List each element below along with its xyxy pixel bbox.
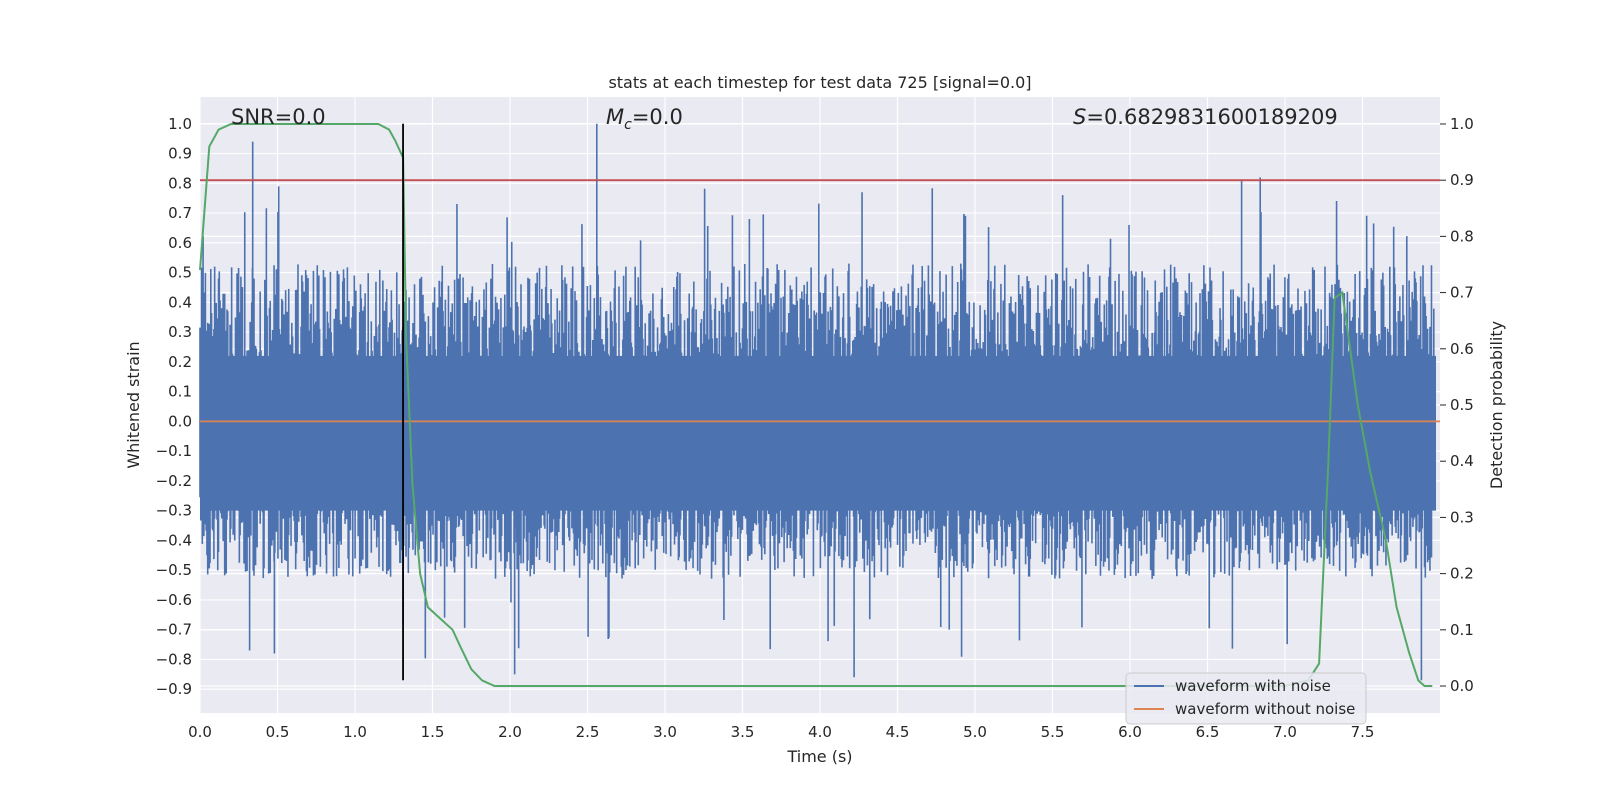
snr-annotation: SNR=0.0 — [231, 105, 326, 129]
y-tick-label: 0.8 — [168, 174, 192, 192]
axis-layer: 0.0 0.5 1.0 1.5 2.0 2.5 3.0 3.5 4.0 4.5 5.0 5.5 6.0 6… — [156, 115, 1474, 741]
y2-tick-label: 0.6 — [1450, 340, 1474, 358]
y-tick-label: −0.4 — [156, 531, 192, 549]
y-tick-label: 0.1 — [168, 383, 192, 401]
noise-waveform-band — [200, 355, 1436, 511]
y-axis-label: Whitened strain — [124, 341, 143, 468]
y-tick-label: 0.0 — [168, 412, 192, 430]
y-tick-label: 0.2 — [168, 353, 192, 371]
y2-axis-label: Detection probability — [1487, 321, 1506, 489]
y-tick-label: −0.6 — [156, 591, 192, 609]
y-tick-label: 0.5 — [168, 264, 192, 282]
y-tick-label: −0.9 — [156, 680, 192, 698]
x-tick-label: 5.0 — [963, 723, 987, 741]
y2-tick-label: 0.8 — [1450, 227, 1474, 245]
legend-label-noise: waveform with noise — [1175, 677, 1331, 695]
legend-label-clean: waveform without noise — [1175, 700, 1355, 718]
y-tick-label: −0.1 — [156, 442, 192, 460]
chirp-mass-value: =0.0 — [632, 105, 683, 129]
y-tick-label: −0.7 — [156, 621, 192, 639]
x-tick-label: 3.0 — [653, 723, 677, 741]
x-tick-label: 1.5 — [421, 723, 445, 741]
y-tick-label: 0.7 — [168, 204, 192, 222]
y2-tick-label: 0.9 — [1450, 171, 1474, 189]
y-tick-label: 0.9 — [168, 145, 192, 163]
y2-tick-label: 0.1 — [1450, 621, 1474, 639]
x-tick-label: 4.5 — [886, 723, 910, 741]
chart-title: stats at each timestep for test data 725… — [608, 73, 1031, 92]
y-tick-label: 0.4 — [168, 293, 192, 311]
score-annotation: S=0.6829831600189209 — [1073, 105, 1338, 129]
x-tick-label: 6.0 — [1118, 723, 1142, 741]
x-tick-label: 6.5 — [1196, 723, 1220, 741]
x-tick-label: 7.5 — [1351, 723, 1375, 741]
y-tick-label: 0.3 — [168, 323, 192, 341]
y-tick-label: −0.5 — [156, 561, 192, 579]
y2-tick-label: 0.3 — [1450, 508, 1474, 526]
x-tick-label: 0.0 — [188, 723, 212, 741]
y-tick-label: −0.2 — [156, 472, 192, 490]
x-tick-label: 0.5 — [266, 723, 290, 741]
chirp-mass-subscript: c — [624, 117, 632, 133]
y2-tick-label: 0.2 — [1450, 565, 1474, 583]
y2-tick-label: 0.7 — [1450, 284, 1474, 302]
score-value: =0.6829831600189209 — [1086, 105, 1337, 129]
x-tick-label: 5.5 — [1041, 723, 1065, 741]
x-tick-label: 7.0 — [1273, 723, 1297, 741]
x-tick-label: 2.5 — [576, 723, 600, 741]
detection-probability-line — [199, 123, 1433, 687]
x-tick-label: 2.0 — [498, 723, 522, 741]
chirp-mass-symbol: M — [606, 105, 624, 129]
y2-tick-label: 1.0 — [1450, 115, 1474, 133]
x-tick-label: 1.0 — [343, 723, 367, 741]
y2-tick-label: 0.4 — [1450, 452, 1474, 470]
y2-tick-label: 0.0 — [1450, 677, 1474, 695]
y2-tick-label: 0.5 — [1450, 396, 1474, 414]
chirp-mass-annotation: Mc=0.0 — [606, 105, 683, 133]
y-tick-label: −0.8 — [156, 650, 192, 668]
y-tick-label: −0.3 — [156, 502, 192, 520]
data-layer — [199, 123, 1440, 687]
x-tick-label: 3.5 — [731, 723, 755, 741]
x-axis-label: Time (s) — [786, 747, 852, 766]
score-symbol: S — [1073, 105, 1086, 129]
y-tick-label: 0.6 — [168, 234, 192, 252]
y-tick-label: 1.0 — [168, 115, 192, 133]
legend-box — [1125, 672, 1367, 725]
legend: waveform with noise waveform without noi… — [1125, 672, 1367, 725]
x-tick-label: 4.0 — [808, 723, 832, 741]
